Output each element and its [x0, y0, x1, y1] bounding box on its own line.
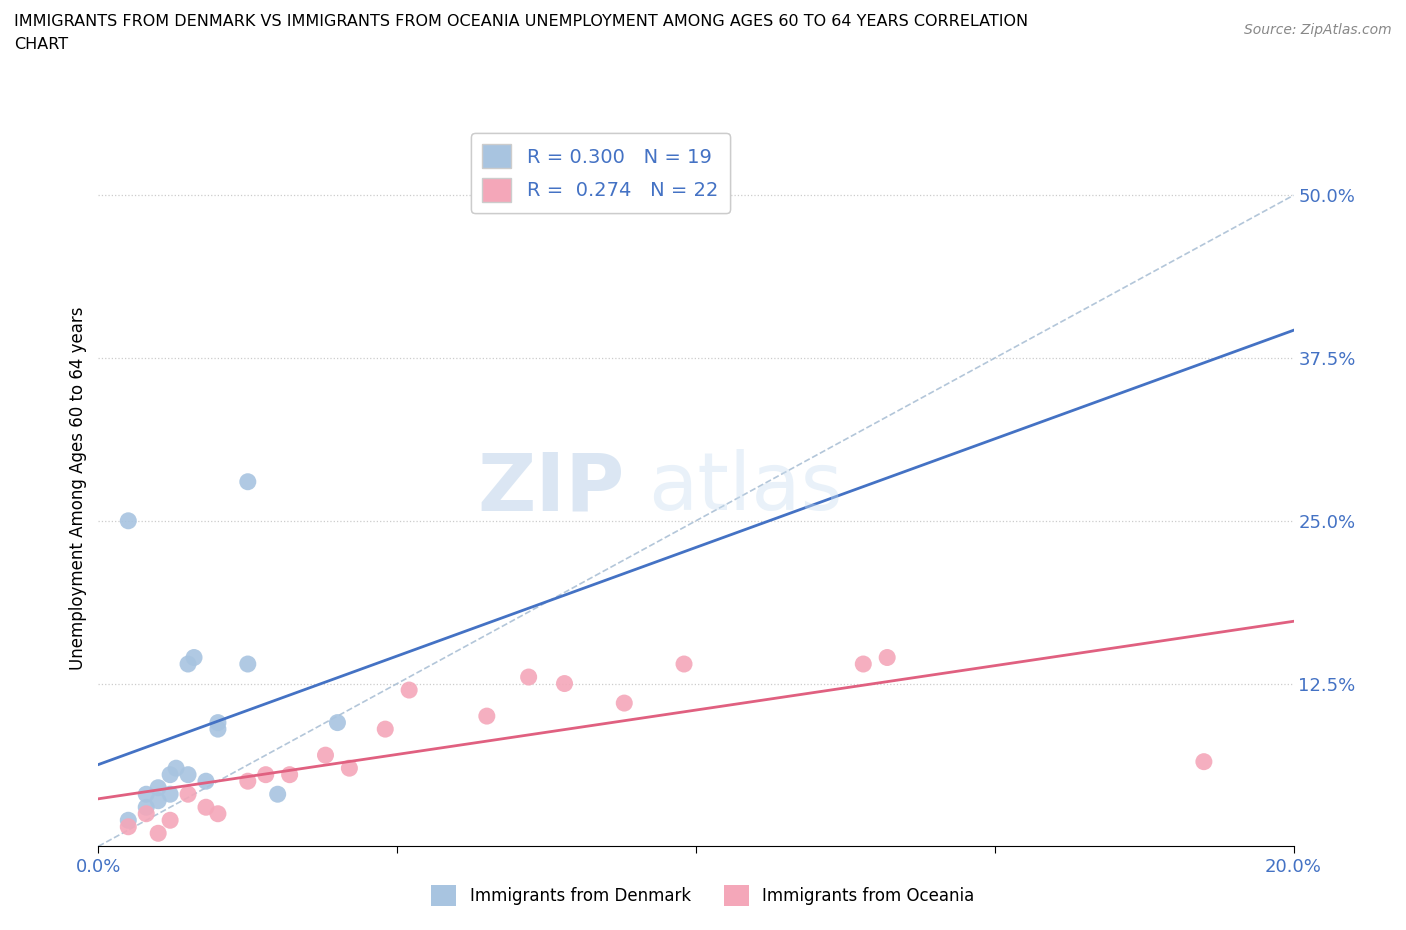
Point: [159, 787, 181, 802]
Point: [267, 787, 290, 802]
Point: [159, 767, 181, 782]
Point: [207, 715, 229, 730]
Point: [177, 767, 200, 782]
Point: [207, 806, 229, 821]
Point: [613, 696, 636, 711]
Point: [165, 761, 187, 776]
Point: [148, 826, 170, 841]
Point: [207, 722, 229, 737]
Point: [117, 813, 139, 828]
Point: [278, 767, 301, 782]
Text: CHART: CHART: [14, 37, 67, 52]
Point: [517, 670, 540, 684]
Point: [194, 774, 218, 789]
Text: atlas: atlas: [648, 449, 842, 527]
Y-axis label: Unemployment Among Ages 60 to 64 years: Unemployment Among Ages 60 to 64 years: [69, 307, 87, 670]
Point: [148, 793, 170, 808]
Point: [159, 813, 181, 828]
Legend: Immigrants from Denmark, Immigrants from Oceania: Immigrants from Denmark, Immigrants from…: [425, 879, 981, 912]
Point: [475, 709, 498, 724]
Point: [673, 657, 696, 671]
Point: [398, 683, 420, 698]
Point: [236, 774, 259, 789]
Point: [194, 800, 218, 815]
Point: [1192, 754, 1215, 769]
Point: [236, 474, 259, 489]
Point: [117, 819, 139, 834]
Point: [135, 800, 157, 815]
Point: [315, 748, 337, 763]
Point: [554, 676, 576, 691]
Point: [339, 761, 360, 776]
Point: [177, 787, 200, 802]
Legend: R = 0.300   N = 19, R =  0.274   N = 22: R = 0.300 N = 19, R = 0.274 N = 22: [471, 133, 730, 213]
Point: [135, 806, 157, 821]
Point: [148, 780, 170, 795]
Point: [374, 722, 396, 737]
Point: [326, 715, 349, 730]
Text: ZIP: ZIP: [477, 449, 624, 527]
Point: [876, 650, 898, 665]
Point: [254, 767, 277, 782]
Text: Source: ZipAtlas.com: Source: ZipAtlas.com: [1244, 23, 1392, 37]
Point: [852, 657, 875, 671]
Point: [236, 657, 259, 671]
Point: [177, 657, 200, 671]
Point: [117, 513, 139, 528]
Point: [183, 650, 205, 665]
Point: [135, 787, 157, 802]
Text: IMMIGRANTS FROM DENMARK VS IMMIGRANTS FROM OCEANIA UNEMPLOYMENT AMONG AGES 60 TO: IMMIGRANTS FROM DENMARK VS IMMIGRANTS FR…: [14, 14, 1028, 29]
